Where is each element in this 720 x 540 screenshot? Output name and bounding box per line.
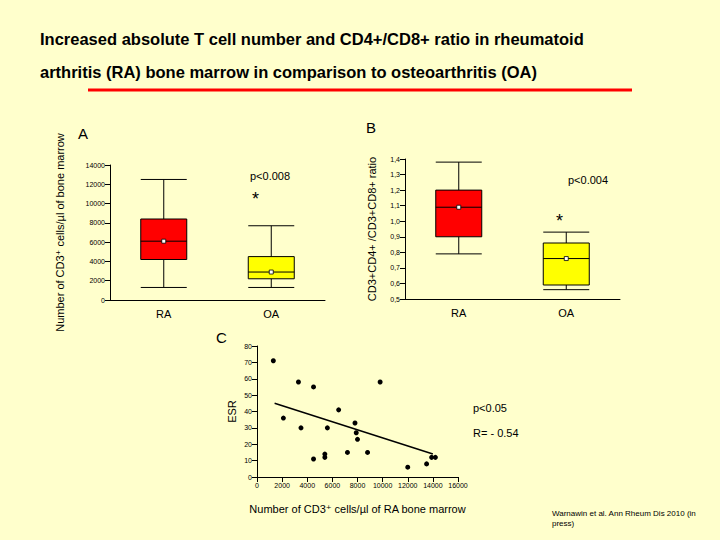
- svg-text:OA: OA: [263, 308, 280, 320]
- svg-text:12000: 12000: [86, 181, 106, 188]
- svg-text:RA: RA: [156, 308, 172, 320]
- svg-text:OA: OA: [558, 307, 575, 319]
- svg-text:16000: 16000: [448, 482, 468, 489]
- svg-text:0: 0: [255, 482, 259, 489]
- svg-text:20: 20: [244, 441, 252, 448]
- svg-text:ESR: ESR: [226, 400, 238, 423]
- svg-text:14000: 14000: [423, 482, 443, 489]
- svg-text:Warnawin et al. Ann Rheum Dis: Warnawin et al. Ann Rheum Dis 2010 (in: [552, 509, 698, 518]
- svg-text:70: 70: [244, 359, 252, 366]
- svg-text:14000: 14000: [86, 162, 106, 169]
- svg-text:p<0.004: p<0.004: [568, 174, 608, 186]
- svg-text:80: 80: [244, 343, 252, 350]
- svg-text:1,1: 1,1: [390, 202, 400, 209]
- svg-text:50: 50: [244, 392, 252, 399]
- svg-text:Number of CD3⁺ cells/µl of RA: Number of CD3⁺ cells/µl of RA bone marro…: [249, 503, 465, 515]
- svg-text:0,9: 0,9: [390, 233, 400, 240]
- svg-text:6000: 6000: [325, 482, 341, 489]
- svg-text:0,8: 0,8: [390, 249, 400, 256]
- svg-text:0,6: 0,6: [390, 280, 400, 287]
- svg-text:30: 30: [244, 424, 252, 431]
- svg-text:10000: 10000: [373, 482, 393, 489]
- svg-text:12000: 12000: [398, 482, 418, 489]
- svg-text:10000: 10000: [86, 200, 106, 207]
- svg-text:4000: 4000: [299, 482, 315, 489]
- svg-text:1,2: 1,2: [390, 187, 400, 194]
- svg-text:0: 0: [248, 474, 252, 481]
- svg-text:40: 40: [244, 408, 252, 415]
- svg-text:A: A: [78, 125, 88, 142]
- svg-text:R= - 0.54: R= - 0.54: [473, 427, 519, 439]
- svg-text:p<0.05: p<0.05: [473, 402, 507, 414]
- svg-text:10: 10: [244, 457, 252, 464]
- svg-text:1,4: 1,4: [390, 156, 400, 163]
- svg-text:press): press): [552, 519, 575, 528]
- svg-text:0: 0: [101, 297, 105, 304]
- svg-text:2000: 2000: [274, 482, 290, 489]
- svg-text:RA: RA: [451, 307, 467, 319]
- svg-text:60: 60: [244, 375, 252, 382]
- svg-text:Increased absolute T cell numb: Increased absolute T cell number and CD4…: [40, 30, 588, 48]
- svg-text:C: C: [216, 329, 227, 346]
- svg-text:4000: 4000: [89, 258, 105, 265]
- svg-text:B: B: [366, 119, 376, 136]
- svg-text:0,7: 0,7: [390, 264, 400, 271]
- svg-text:arthritis (RA) bone marrow in: arthritis (RA) bone marrow in comparison…: [40, 63, 537, 81]
- svg-text:CD3+CD4+ /CD3+CD8+ ratio: CD3+CD4+ /CD3+CD8+ ratio: [366, 157, 378, 301]
- svg-text:2000: 2000: [89, 277, 105, 284]
- svg-text:*: *: [556, 211, 563, 231]
- svg-text:*: *: [252, 189, 259, 209]
- svg-text:6000: 6000: [89, 239, 105, 246]
- svg-text:Number of CD3⁺ cells/µl of bon: Number of CD3⁺ cells/µl of bone marrow: [54, 133, 66, 332]
- svg-text:1,3: 1,3: [390, 171, 400, 178]
- svg-text:0,5: 0,5: [390, 296, 400, 303]
- svg-text:8000: 8000: [89, 219, 105, 226]
- svg-text:1,0: 1,0: [390, 218, 400, 225]
- svg-text:8000: 8000: [350, 482, 366, 489]
- svg-text:p<0.008: p<0.008: [250, 170, 290, 182]
